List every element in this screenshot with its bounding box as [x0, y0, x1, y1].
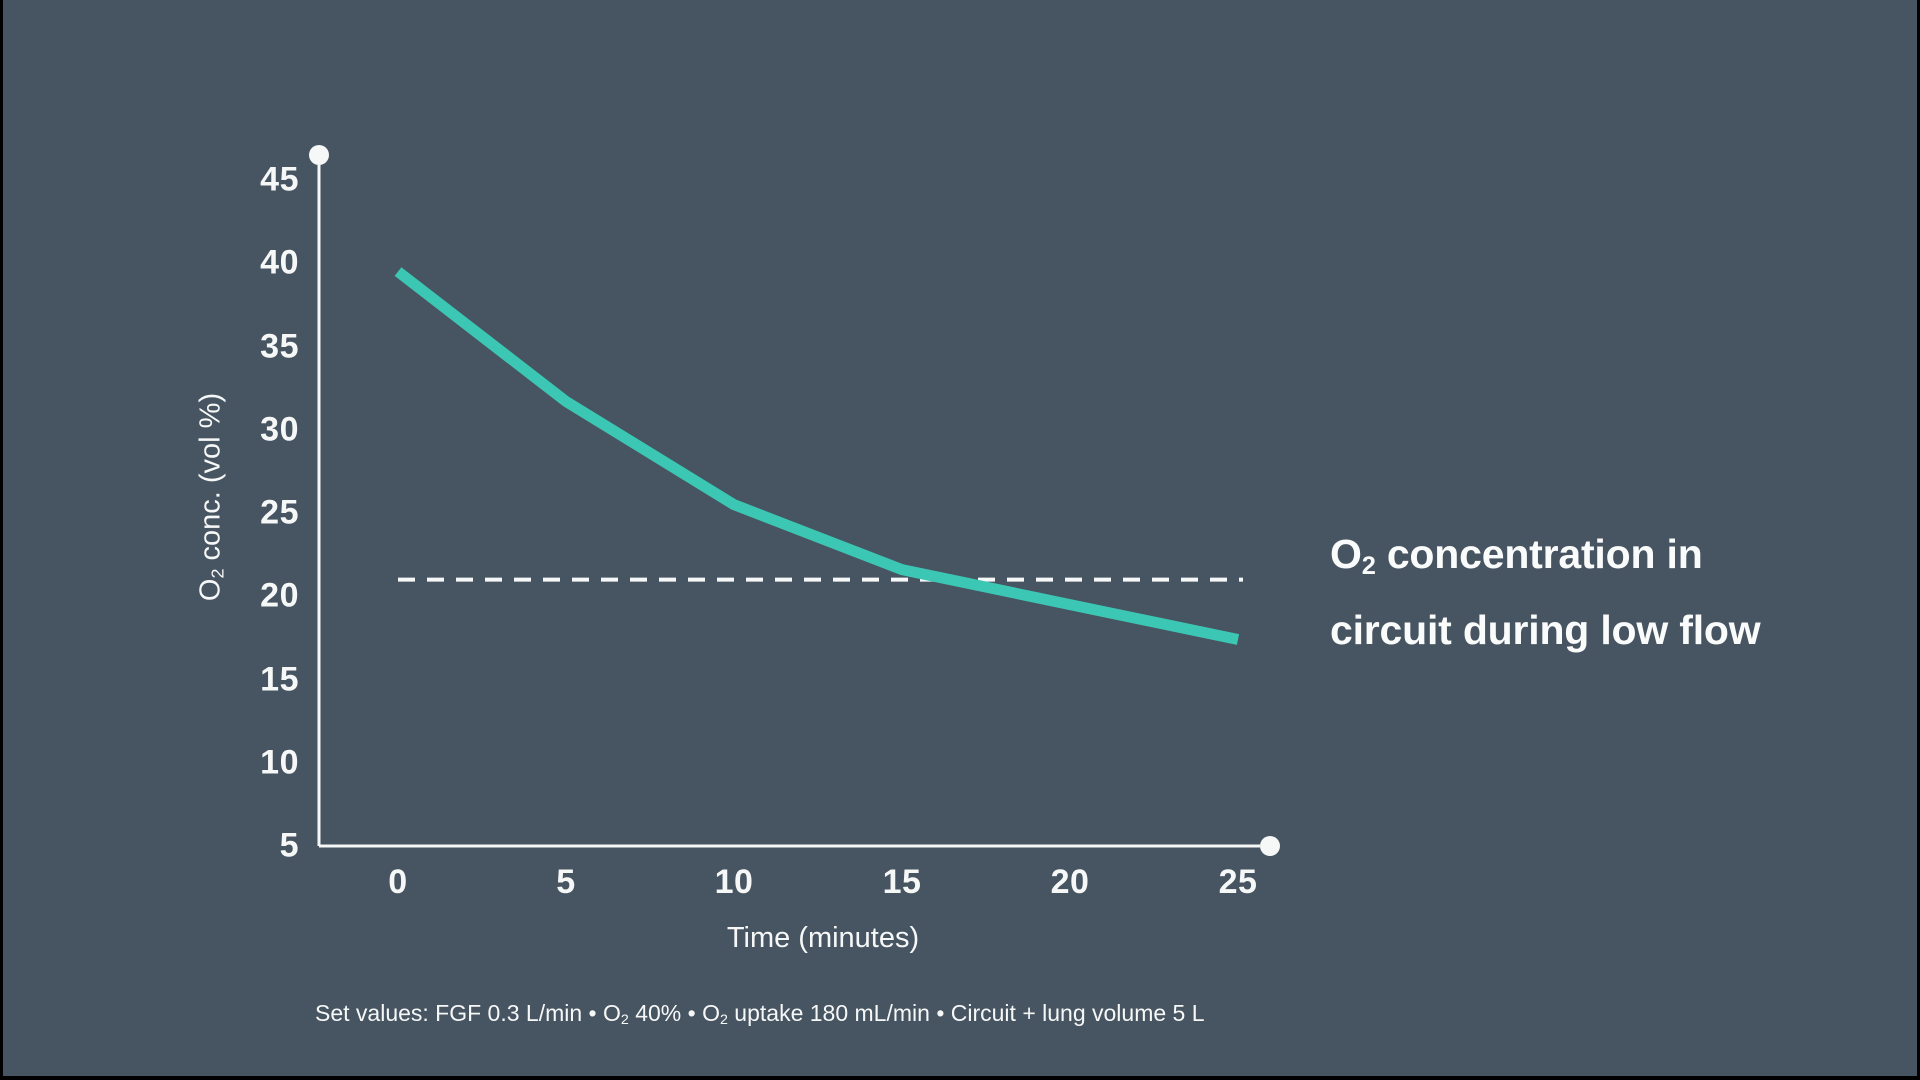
x-axis-label: Time (minutes) — [726, 922, 920, 954]
slide-background: 45 40 35 30 25 20 15 10 5 0 5 10 15 20 25 O2 conc. (v… — [3, 0, 1917, 1076]
x-tick-label: 10 — [714, 863, 754, 901]
y-tick-label: 35 — [260, 327, 299, 365]
y-tick-label: 25 — [260, 493, 299, 532]
chart-title-line1: O2 concentration in — [1330, 516, 1760, 592]
y-tick-label: 30 — [260, 410, 299, 449]
caption-segment-2: 40% • O — [628, 1000, 720, 1026]
chart-title-line1-rest: concentration in — [1375, 531, 1703, 577]
x-tick-label: 20 — [1050, 863, 1090, 901]
x-tick-label: 15 — [882, 863, 922, 901]
line-chart — [309, 145, 1280, 856]
y-tick-label: 15 — [260, 660, 299, 698]
chart-title-o: O — [1330, 531, 1362, 577]
y-tick-label: 40 — [260, 243, 299, 282]
chart-title: O2 concentration in circuit during low f… — [1330, 516, 1761, 668]
y-tick-label: 5 — [279, 826, 299, 865]
caption-segment-3: uptake 180 mL/min • Circuit + lung volum… — [727, 1000, 1205, 1026]
y-axis-label-subscript: 2 — [207, 568, 228, 579]
x-tick-label: 5 — [556, 863, 576, 901]
y-tick-label: 10 — [260, 743, 299, 782]
y-axis-label-text-rest: conc. (vol %) — [194, 392, 227, 569]
caption-subscript-1: 2 — [620, 1012, 629, 1029]
caption-segment-1: Set values: FGF 0.3 L/min • O — [315, 1000, 621, 1026]
chart-title-subscript: 2 — [1361, 551, 1376, 580]
y-axis-end-dot — [309, 145, 329, 165]
y-tick-label: 20 — [260, 576, 299, 615]
y-axis-label-text: O — [194, 578, 227, 602]
caption-subscript-2: 2 — [719, 1012, 728, 1029]
y-axis-label: O2 conc. (vol %) — [195, 393, 228, 601]
x-tick-label: 25 — [1218, 863, 1258, 901]
x-tick-label: 0 — [388, 863, 408, 901]
o2-concentration-line — [394, 267, 1240, 645]
set-values-caption: Set values: FGF 0.3 L/min • O2 40% • O2 … — [315, 1000, 1205, 1027]
x-axis-end-dot — [1260, 836, 1280, 856]
y-tick-label: 45 — [260, 160, 299, 199]
chart-title-line2: circuit during low flow — [1330, 607, 1761, 653]
